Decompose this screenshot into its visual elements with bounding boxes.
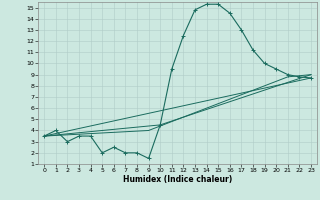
X-axis label: Humidex (Indice chaleur): Humidex (Indice chaleur) xyxy=(123,175,232,184)
